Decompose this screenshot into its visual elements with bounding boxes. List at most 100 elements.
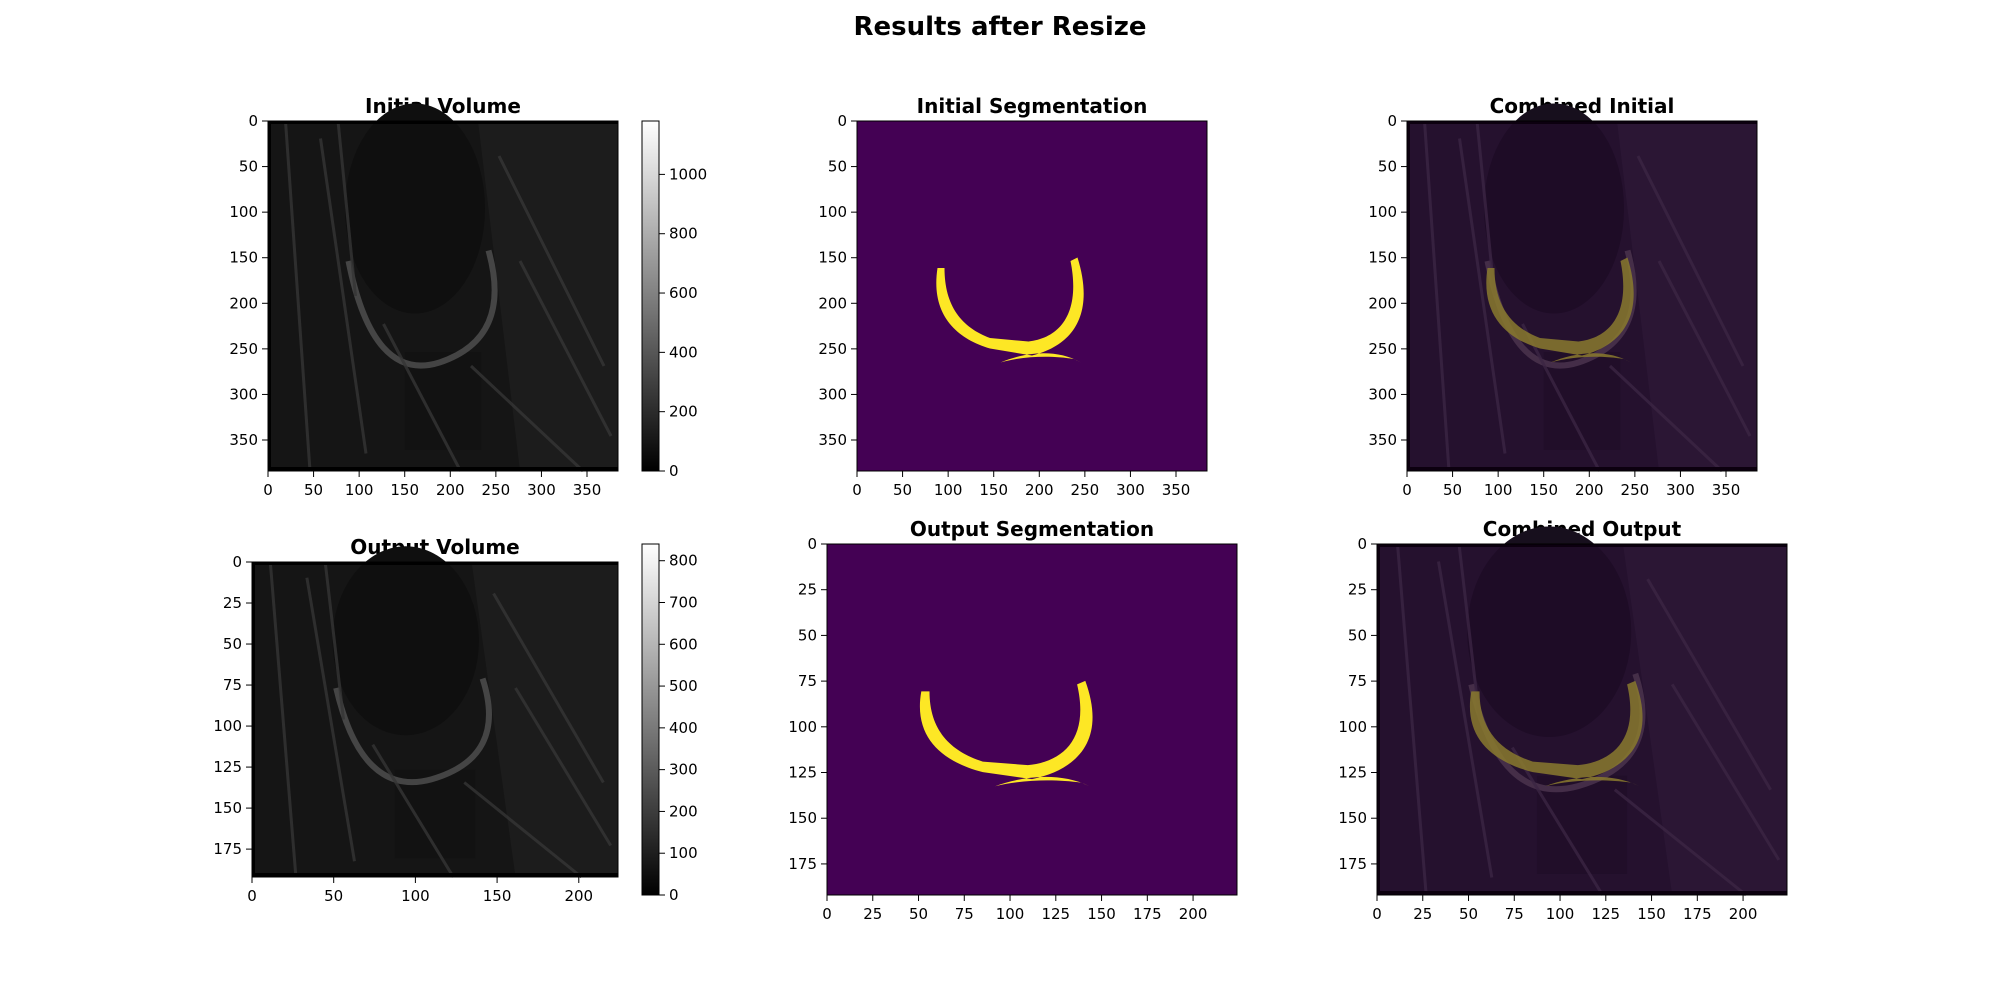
x-tick-label: 300 <box>527 481 556 499</box>
y-tick-label: 50 <box>1348 626 1367 644</box>
y-tick-label: 150 <box>1338 809 1367 827</box>
x-tick-label: 175 <box>1683 905 1712 923</box>
y-tick-label: 150 <box>818 249 847 267</box>
colorbar-tick-label: 400 <box>669 719 698 737</box>
panel-combined-output: 0 25 50 75 100 125 150 175 200 0 25 50 75 100 125 150 17… <box>1338 526 1788 923</box>
x-tick-label: 300 <box>1666 481 1695 499</box>
y-tick-label: 0 <box>837 112 847 130</box>
y-tick-label: 25 <box>223 594 242 612</box>
y-tick-label: 0 <box>232 553 242 571</box>
panel-image-output-segmentation <box>827 544 1237 895</box>
y-tick-label: 50 <box>223 635 242 653</box>
x-tick-label: 75 <box>1505 905 1524 923</box>
y-tick-label: 150 <box>788 809 817 827</box>
x-tick-label: 0 <box>1402 481 1412 499</box>
y-tick-label: 0 <box>807 535 817 553</box>
axes-frame <box>1406 120 1758 472</box>
x-tick-label: 200 <box>1025 481 1054 499</box>
panel-output-segmentation: 0 25 50 75 100 125 150 175 200 0 25 50 75 100 125 150 17… <box>788 535 1238 923</box>
axes-frame <box>251 561 619 878</box>
y-tick-label: 250 <box>229 340 258 358</box>
x-tick-label: 50 <box>324 887 343 905</box>
y-tick-label: 100 <box>229 203 258 221</box>
y-tick-label: 350 <box>229 431 258 449</box>
colorbar-tick-label: 600 <box>669 635 698 653</box>
colorbar-tick-label: 200 <box>669 802 698 820</box>
y-tick-label: 250 <box>818 340 847 358</box>
colorbar-tick-label: 300 <box>669 761 698 779</box>
y-tick-label: 125 <box>1338 764 1367 782</box>
colorbar-tick-label: 1000 <box>669 165 707 183</box>
y-tick-label: 25 <box>798 581 817 599</box>
y-tick-label: 175 <box>1338 855 1367 873</box>
panel-initial-segmentation: 0 50 100 150 200 250 300 350 0 50 100 150 200 250 300 3… <box>818 112 1208 499</box>
y-tick-label: 0 <box>248 112 258 130</box>
colorbar-tick-label: 400 <box>669 343 698 361</box>
panel-combined-initial: 0 50 100 150 200 250 300 350 0 50 100 150 200 250 300 3… <box>1368 103 1758 499</box>
y-tick-label: 200 <box>229 294 258 312</box>
y-tick-label: 200 <box>1368 294 1397 312</box>
x-tick-label: 200 <box>1729 905 1758 923</box>
x-tick-label: 50 <box>909 905 928 923</box>
y-tick-label: 50 <box>1378 158 1397 176</box>
x-tick-label: 200 <box>436 481 465 499</box>
colorbar-initial-volume: 0 200 400 600 800 1000 <box>641 120 707 480</box>
x-tick-label: 50 <box>1459 905 1478 923</box>
axes-frame <box>826 543 1238 896</box>
axes-frame <box>856 120 1208 472</box>
y-tick-label: 100 <box>1368 203 1397 221</box>
x-tick-label: 0 <box>1372 905 1382 923</box>
x-tick-label: 0 <box>852 481 862 499</box>
y-tick-label: 300 <box>229 385 258 403</box>
axes-frame <box>1376 543 1788 896</box>
panel-title-initial-segmentation: Initial Segmentation <box>916 94 1148 118</box>
y-tick-label: 200 <box>818 294 847 312</box>
y-tick-label: 150 <box>229 249 258 267</box>
x-tick-label: 350 <box>573 481 602 499</box>
panel-initial-volume: 0 50 100 150 200 250 300 350 0 50 100 150 200 250 300 3… <box>229 103 707 499</box>
x-tick-label: 250 <box>1071 481 1100 499</box>
axes-frame <box>267 120 619 472</box>
panel-image-combined-output <box>1377 526 1787 897</box>
x-tick-label: 100 <box>401 887 430 905</box>
x-tick-label: 25 <box>1413 905 1432 923</box>
y-tick-label: 25 <box>1348 581 1367 599</box>
colorbar-tick-label: 500 <box>669 677 698 695</box>
y-tick-label: 100 <box>1338 718 1367 736</box>
y-tick-label: 50 <box>828 158 847 176</box>
y-tick-label: 100 <box>818 203 847 221</box>
x-tick-label: 175 <box>1133 905 1162 923</box>
colorbar-tick-label: 100 <box>669 844 698 862</box>
x-tick-label: 250 <box>482 481 511 499</box>
y-tick-label: 300 <box>818 385 847 403</box>
y-tick-label: 75 <box>798 672 817 690</box>
x-tick-label: 50 <box>893 481 912 499</box>
x-tick-label: 300 <box>1116 481 1145 499</box>
x-tick-label: 150 <box>483 887 512 905</box>
x-tick-label: 125 <box>1591 905 1620 923</box>
panel-image-output-volume <box>252 546 618 879</box>
y-tick-label: 50 <box>239 158 258 176</box>
x-tick-label: 250 <box>1621 481 1650 499</box>
y-tick-label: 0 <box>1357 535 1367 553</box>
y-tick-label: 150 <box>1368 249 1397 267</box>
y-tick-label: 250 <box>1368 340 1397 358</box>
x-tick-label: 100 <box>1484 481 1513 499</box>
y-tick-label: 175 <box>788 855 817 873</box>
x-tick-label: 75 <box>955 905 974 923</box>
x-tick-label: 350 <box>1162 481 1191 499</box>
colorbar-tick-label: 800 <box>669 225 698 243</box>
colorbar-tick-label: 800 <box>669 552 698 570</box>
x-tick-label: 100 <box>996 905 1025 923</box>
x-tick-label: 150 <box>1087 905 1116 923</box>
x-tick-label: 200 <box>1179 905 1208 923</box>
y-tick-label: 100 <box>788 718 817 736</box>
y-tick-label: 350 <box>1368 431 1397 449</box>
x-tick-label: 50 <box>304 481 323 499</box>
x-tick-label: 150 <box>390 481 419 499</box>
overlay-mask-shape <box>1469 680 1643 787</box>
panel-image-initial-volume <box>268 103 618 473</box>
y-tick-label: 75 <box>1348 672 1367 690</box>
x-tick-label: 200 <box>564 887 593 905</box>
